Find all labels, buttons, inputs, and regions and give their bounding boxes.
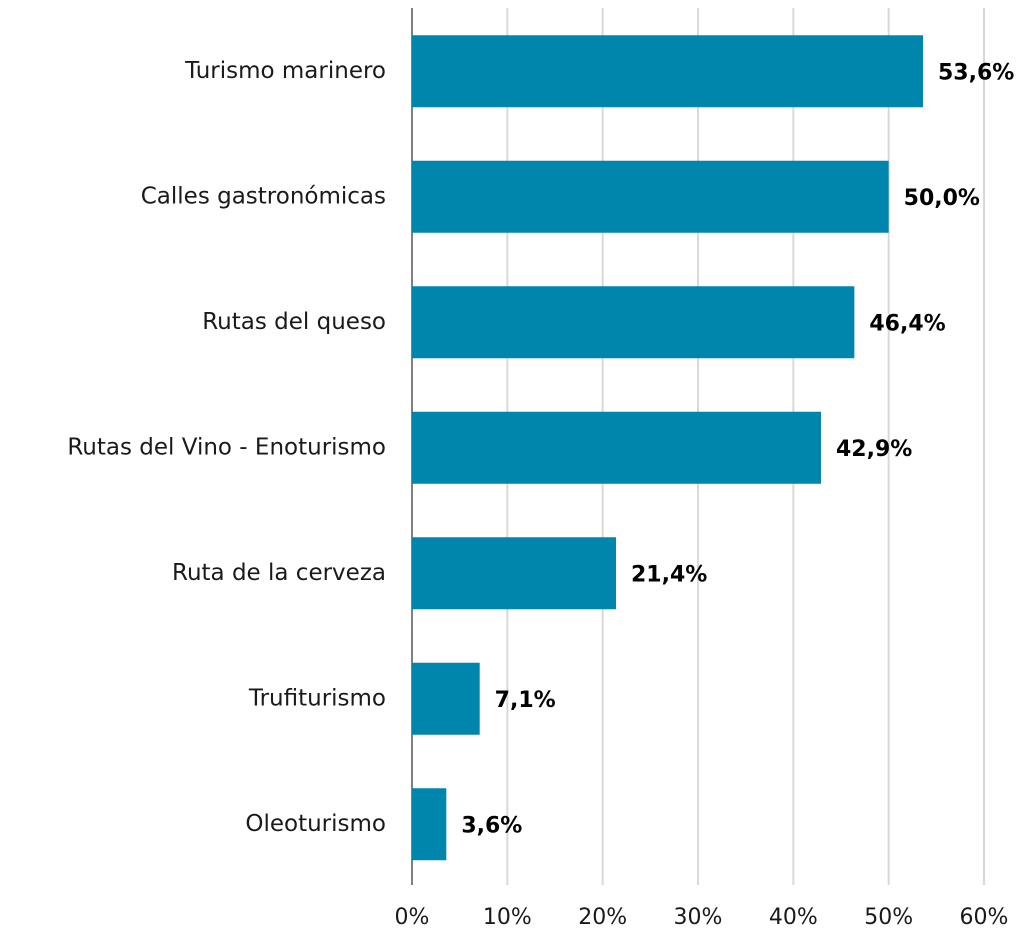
data-label: 46,4% — [869, 311, 945, 336]
x-tick-label: 40% — [769, 905, 818, 930]
data-label: 3,6% — [461, 813, 522, 838]
data-label: 7,1% — [495, 688, 556, 713]
x-tick-label: 50% — [864, 905, 913, 930]
data-label: 42,9% — [836, 437, 912, 462]
bar — [412, 411, 821, 484]
y-tick-label: Oleoturismo — [245, 811, 386, 837]
x-tick-label: 60% — [960, 905, 1009, 930]
x-tick-label: 30% — [674, 905, 723, 930]
y-tick-label: Trufiturismo — [248, 685, 386, 711]
bar — [412, 286, 855, 359]
y-tick-label: Ruta de la cerveza — [172, 560, 386, 586]
bar — [412, 160, 889, 233]
bar — [412, 35, 923, 108]
y-tick-label: Rutas del queso — [202, 309, 386, 335]
y-tick-label: Calles gastronómicas — [141, 183, 386, 209]
y-tick-label: Rutas del Vino - Enoturismo — [67, 434, 386, 460]
data-label: 21,4% — [631, 562, 707, 587]
y-tick-label: Turismo marinero — [184, 58, 386, 84]
x-tick-label: 0% — [395, 905, 430, 930]
x-tick-label: 20% — [578, 905, 627, 930]
bar — [412, 537, 617, 610]
data-label: 50,0% — [904, 186, 980, 211]
x-tick-label: 10% — [483, 905, 532, 930]
bar — [412, 788, 447, 861]
bar — [412, 662, 480, 735]
data-label: 53,6% — [938, 60, 1014, 85]
